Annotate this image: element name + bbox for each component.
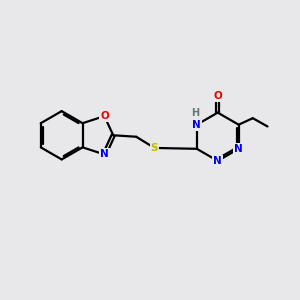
Text: H: H xyxy=(191,109,200,118)
Text: S: S xyxy=(151,143,158,153)
Text: N: N xyxy=(234,144,243,154)
Text: N: N xyxy=(100,149,109,159)
Text: O: O xyxy=(100,111,109,121)
Text: N: N xyxy=(192,120,201,130)
Text: O: O xyxy=(213,91,222,100)
Text: N: N xyxy=(213,156,222,166)
